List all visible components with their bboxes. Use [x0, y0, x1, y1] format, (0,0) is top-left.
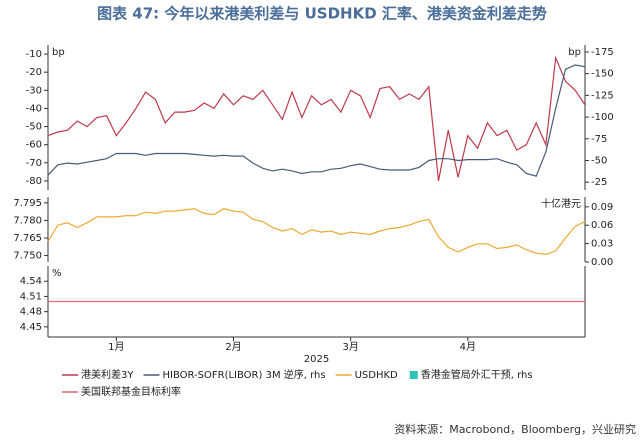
y2-unit: 十亿港元: [541, 197, 581, 210]
y-tick-label: -30: [26, 85, 42, 96]
y-tick-label: -10: [26, 49, 42, 60]
series-line: [47, 64, 586, 177]
chart-title: 图表 47: 今年以来港美利差与 USDHKD 汇率、港美资金利差走势: [97, 5, 547, 23]
y-unit: %: [52, 268, 62, 279]
x-axis-label: 2025: [304, 354, 329, 365]
y-tick-label: 7.765: [13, 233, 42, 244]
y2-tick-label: 0.06: [591, 220, 613, 231]
y-tick-label: -80: [26, 176, 42, 187]
source: 资料来源：Macrobond，Bloomberg，兴业研究: [394, 422, 636, 436]
y2-tick-label: 0.03: [591, 239, 613, 250]
y-tick-label: -50: [26, 122, 42, 133]
legend-label: 香港金管局外汇干预, rhs: [421, 368, 533, 381]
y2-tick-label: -50: [591, 155, 607, 166]
y2-tick-label: 0.00: [591, 257, 613, 268]
legend-swatch: [409, 371, 418, 379]
y-tick-label: 4.54: [20, 276, 42, 287]
y-tick-label: -70: [26, 158, 42, 169]
series-line: [47, 208, 586, 256]
y2-tick-label: -175: [591, 47, 614, 58]
legend-label: 美国联邦基金目标利率: [81, 385, 181, 398]
y2-tick-label: -75: [591, 134, 607, 145]
y-tick-label: -40: [26, 103, 42, 114]
legend-label: USDHKD: [355, 370, 398, 381]
y-tick-label: 4.48: [20, 307, 42, 318]
y2-tick-label: -25: [591, 177, 607, 188]
x-tick-label: 2月: [225, 341, 241, 353]
y-tick-label: 4.45: [20, 322, 42, 333]
series-line: [47, 55, 586, 182]
x-tick-label: 3月: [342, 341, 358, 353]
x-tick-label: 1月: [108, 341, 124, 353]
y2-unit: bp: [568, 47, 581, 58]
legend-label: HIBOR-SOFR(LIBOR) 3M 逆序, rhs: [162, 368, 325, 381]
x-tick-label: 4月: [460, 341, 476, 353]
legend-label: 港美利差3Y: [81, 368, 134, 381]
y2-tick-label: -125: [591, 90, 614, 101]
y-tick-label: -60: [26, 140, 42, 151]
y2-tick-label: -150: [591, 69, 614, 80]
y2-tick-label: 0.09: [591, 202, 613, 213]
y-tick-label: -20: [26, 67, 42, 78]
y-tick-label: 7.780: [13, 215, 42, 226]
y-tick-label: 4.51: [20, 291, 42, 302]
y-tick-label: 7.750: [13, 251, 42, 262]
y2-tick-label: -100: [591, 112, 614, 123]
y-unit: bp: [52, 47, 65, 58]
y-tick-label: 7.795: [13, 198, 42, 209]
